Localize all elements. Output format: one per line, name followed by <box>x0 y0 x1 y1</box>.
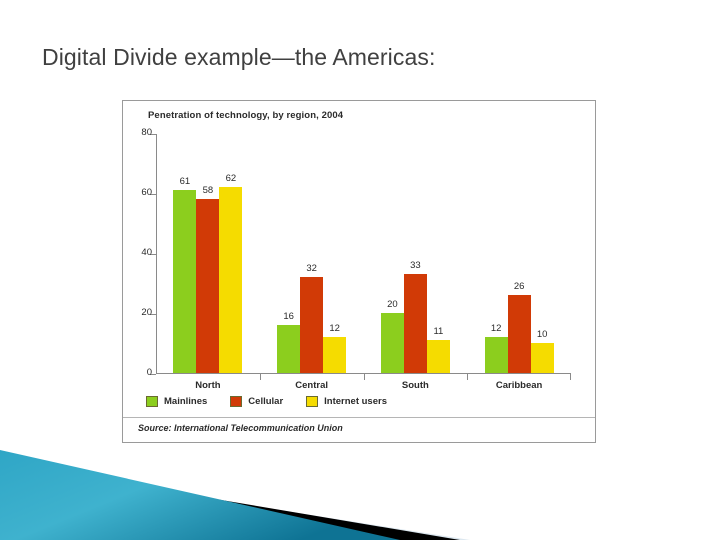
legend-swatch <box>230 396 243 407</box>
bar-cellular[interactable]: 26 <box>507 281 531 373</box>
bar-value-label: 62 <box>225 173 237 184</box>
bar-value-label: 33 <box>410 260 421 271</box>
x-axis-category-label: North <box>195 380 221 391</box>
y-axis-tick-mark <box>150 314 156 315</box>
y-axis-tick-mark <box>150 374 156 375</box>
bar-value-label: 20 <box>387 299 398 310</box>
y-axis-tick-mark <box>150 194 156 195</box>
x-axis-category-label: Central <box>295 380 328 391</box>
bar-group: 16 32 12 Central <box>277 134 347 391</box>
x-axis <box>156 373 571 374</box>
x-axis-category-label: South <box>401 380 429 391</box>
bar-mainlines[interactable]: 12 <box>484 323 508 373</box>
chart-container: Penetration of technology, by region, 20… <box>122 100 596 443</box>
y-axis-tick-label: 0 <box>146 367 152 378</box>
bar-group: 61 58 62 North <box>173 134 243 391</box>
bar-value-label: 16 <box>283 311 294 322</box>
decor-black-stripe <box>0 463 460 540</box>
bar-value-label: 26 <box>513 281 525 292</box>
legend-swatch <box>146 396 158 407</box>
x-axis-tick-mark <box>259 374 261 380</box>
bar-value-label: 32 <box>306 263 317 274</box>
bar-internet-users[interactable]: 62 <box>219 173 243 373</box>
chart-title: Penetration of technology, by region, 20… <box>148 110 344 121</box>
source-note: Source: International Telecommunication … <box>138 423 343 433</box>
y-axis-tick-label: 60 <box>141 187 152 198</box>
decorative-diagonal-banner <box>0 450 470 540</box>
x-axis-tick-mark <box>467 374 469 380</box>
legend-label: Internet users <box>324 396 387 407</box>
x-axis-tick-mark <box>570 374 571 380</box>
decor-pale-blue-band <box>0 466 470 540</box>
legend-item-internet-users[interactable]: Internet users <box>306 396 387 407</box>
bar-internet-users[interactable]: 11 <box>426 326 450 373</box>
bar-value-label: 58 <box>202 185 214 196</box>
y-axis-tick-label: 80 <box>141 127 152 138</box>
x-axis-category-label: Caribbean <box>495 380 543 391</box>
bar-internet-users[interactable]: 10 <box>530 329 554 373</box>
bar-value-label: 10 <box>536 329 548 340</box>
legend-label: Cellular <box>248 396 284 407</box>
x-axis-tick-mark <box>363 374 365 380</box>
bar-value-label: 12 <box>329 323 340 334</box>
chart-plot-area: 0 20 40 60 80 61 58 62 North 16 32 12 Central 20 33 11… <box>141 127 571 391</box>
decor-teal-wedge <box>0 450 400 540</box>
legend-label: Mainlines <box>164 396 208 407</box>
bar-value-label: 61 <box>179 176 191 187</box>
y-axis-tick-mark <box>150 254 156 255</box>
bar-cellular[interactable]: 58 <box>196 185 220 373</box>
y-axis-tick-label: 20 <box>141 307 152 318</box>
y-axis <box>156 134 157 374</box>
chart-legend: Mainlines Cellular Internet users <box>146 396 387 407</box>
bar-value-label: 11 <box>433 326 444 337</box>
legend-item-mainlines[interactable]: Mainlines <box>146 396 207 407</box>
bar-group: 12 26 10 Caribbean <box>484 134 554 391</box>
bar-mainlines[interactable]: 20 <box>380 299 404 373</box>
bar-group: 20 33 11 South <box>380 134 450 391</box>
bar-cellular[interactable]: 33 <box>403 260 427 373</box>
y-axis-tick-label: 40 <box>141 247 152 258</box>
legend-swatch <box>306 396 319 407</box>
bar-mainlines[interactable]: 61 <box>173 176 197 373</box>
page-title: Digital Divide example—the Americas: <box>42 44 436 70</box>
bar-internet-users[interactable]: 12 <box>323 323 347 373</box>
bar-value-label: 12 <box>490 323 502 334</box>
bar-cellular[interactable]: 32 <box>300 263 324 373</box>
source-divider <box>123 417 595 418</box>
bar-mainlines[interactable]: 16 <box>277 311 301 373</box>
legend-item-cellular[interactable]: Cellular <box>230 396 283 407</box>
y-axis-tick-mark <box>150 134 156 135</box>
